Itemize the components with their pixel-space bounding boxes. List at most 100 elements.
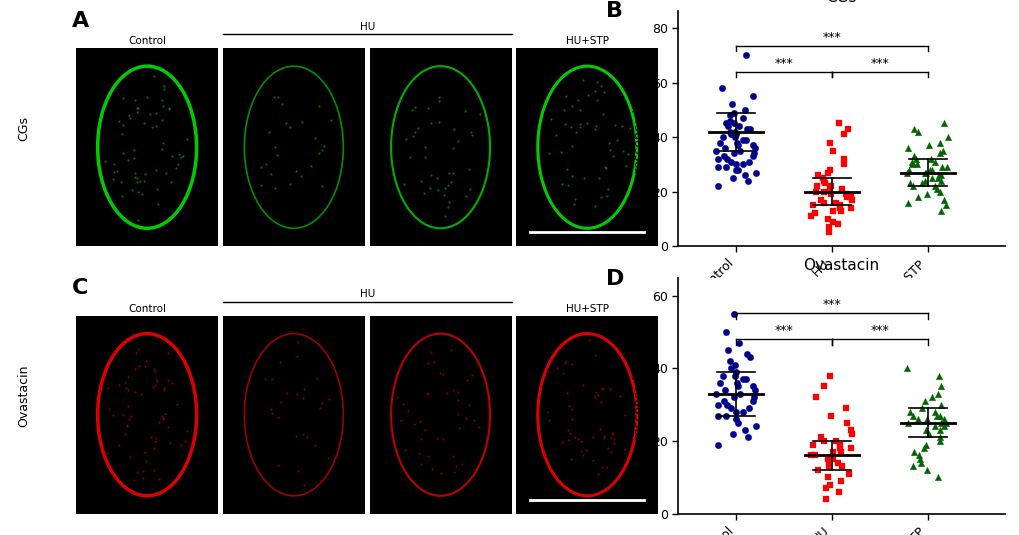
Point <box>930 426 947 434</box>
Point <box>830 201 847 210</box>
Point <box>707 147 723 155</box>
Point <box>932 400 949 409</box>
Point <box>931 138 948 147</box>
Point <box>741 353 757 362</box>
Point <box>843 195 859 204</box>
Point <box>729 141 745 150</box>
Point <box>744 92 760 101</box>
Point <box>739 433 755 441</box>
Text: HU+STP: HU+STP <box>566 36 608 46</box>
Point <box>725 174 741 182</box>
Point <box>709 440 726 449</box>
Point <box>932 163 949 171</box>
Point <box>715 144 732 152</box>
Point <box>838 193 854 201</box>
Point <box>819 168 836 177</box>
Point <box>934 195 951 204</box>
Point <box>708 155 725 163</box>
Point <box>904 182 920 190</box>
Point <box>732 389 748 398</box>
Point <box>832 444 848 453</box>
Text: D: D <box>606 269 625 289</box>
Point <box>738 375 754 384</box>
Point <box>923 165 940 174</box>
Point <box>815 382 832 391</box>
Point <box>826 437 843 445</box>
Point <box>802 212 818 220</box>
Point <box>922 155 938 163</box>
Point <box>930 149 947 158</box>
Point <box>821 411 838 420</box>
Point <box>720 117 737 125</box>
Text: HU: HU <box>360 289 374 300</box>
Point <box>815 187 832 196</box>
Point <box>718 400 735 409</box>
Point <box>808 182 824 190</box>
Point <box>928 389 945 398</box>
Point <box>721 127 738 136</box>
Point <box>721 111 738 120</box>
Point <box>746 144 762 152</box>
Point <box>838 418 854 427</box>
Text: ***: *** <box>821 31 841 44</box>
Point <box>930 437 947 445</box>
Point <box>734 114 750 123</box>
Point <box>838 404 854 412</box>
Point <box>820 165 837 174</box>
Point <box>920 141 936 150</box>
Point <box>909 127 925 136</box>
Point <box>744 152 760 160</box>
Point <box>812 195 828 204</box>
Point <box>804 201 820 210</box>
Point <box>727 408 743 416</box>
Point <box>719 346 736 354</box>
Point <box>726 371 742 380</box>
Point <box>828 458 845 467</box>
Point <box>916 177 932 185</box>
Point <box>925 408 942 416</box>
Point <box>732 147 748 155</box>
Point <box>832 207 848 215</box>
Point <box>729 418 745 427</box>
Point <box>899 144 915 152</box>
Point <box>909 193 925 201</box>
Point <box>709 182 726 190</box>
Point <box>821 190 838 198</box>
Point <box>824 207 841 215</box>
Point <box>900 418 916 427</box>
Point <box>933 147 950 155</box>
Point <box>937 201 954 210</box>
Point <box>903 160 919 169</box>
Point <box>816 179 833 188</box>
Bar <box>369 316 512 514</box>
Point <box>734 375 750 384</box>
Title: CGs: CGs <box>825 0 856 5</box>
Point <box>807 187 823 196</box>
Point <box>804 440 820 449</box>
Text: CGs: CGs <box>17 116 31 141</box>
Point <box>918 190 934 198</box>
Point <box>832 204 848 212</box>
Point <box>740 404 756 412</box>
Point <box>819 215 836 223</box>
Point <box>715 397 732 406</box>
Point <box>745 149 761 158</box>
Point <box>721 364 738 372</box>
Point <box>802 451 818 460</box>
Point <box>842 193 858 201</box>
Point <box>830 119 847 128</box>
Text: B: B <box>606 1 623 21</box>
Point <box>728 165 744 174</box>
Point <box>915 444 931 453</box>
Point <box>822 182 839 190</box>
Point <box>723 100 740 109</box>
Point <box>738 135 754 144</box>
Point <box>901 179 917 188</box>
Y-axis label: Fluorescence intensity: Fluorescence intensity <box>633 325 646 467</box>
Point <box>815 177 832 185</box>
Point <box>722 157 739 166</box>
Point <box>917 426 933 434</box>
Point <box>709 411 726 420</box>
Point <box>937 418 954 427</box>
Point <box>819 473 836 482</box>
